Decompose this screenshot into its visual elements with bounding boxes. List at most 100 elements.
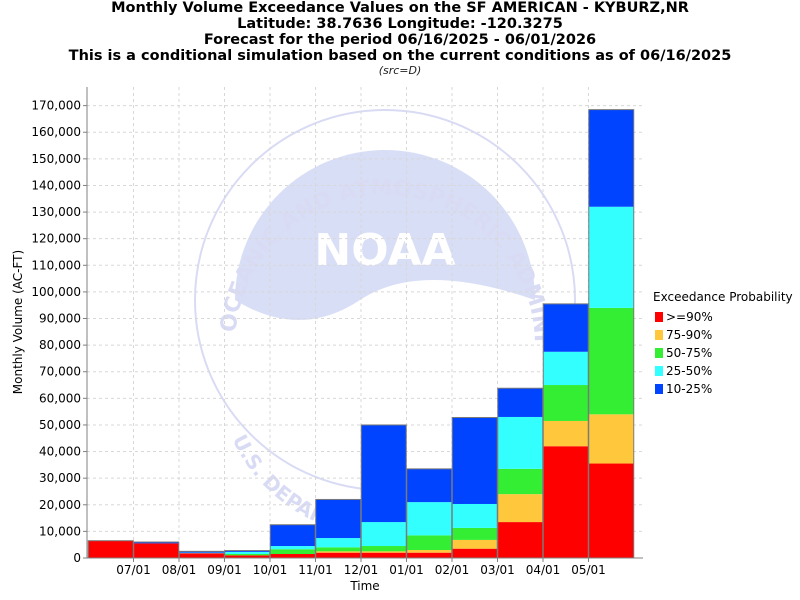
x-tick-label: 03/01 xyxy=(480,563,515,577)
x-tick-label: 09/01 xyxy=(207,563,242,577)
x-tick-label: 01/01 xyxy=(389,563,424,577)
y-tick-label: 0 xyxy=(73,551,81,565)
y-tick-label: 10,000 xyxy=(39,524,81,538)
y-tick-label: 40,000 xyxy=(39,445,81,459)
bar-segment xyxy=(361,546,407,552)
bar-segment xyxy=(406,552,452,558)
y-ticks: 0 10,000 20,000 30,000 40,000 50,000 60,000 70,… xyxy=(31,99,87,565)
y-tick-label: 90,000 xyxy=(39,312,81,326)
bar-segment xyxy=(452,539,498,549)
bar-segment xyxy=(497,388,543,417)
y-tick-label: 60,000 xyxy=(39,391,81,405)
x-tick-label: 04/01 xyxy=(526,563,561,577)
bar-segment xyxy=(224,555,270,558)
bar-segment xyxy=(88,540,134,558)
bar-segment xyxy=(270,554,316,558)
y-tick-label: 100,000 xyxy=(31,285,81,299)
bar-segment xyxy=(224,551,270,555)
bar-segment xyxy=(497,494,543,523)
bar-segment xyxy=(361,551,407,553)
bar-segment xyxy=(588,307,634,415)
bar-segment xyxy=(224,550,270,552)
bar-segment xyxy=(588,414,634,464)
legend-swatch xyxy=(655,348,663,358)
bar-segment xyxy=(452,503,498,528)
x-tick-label: 11/01 xyxy=(298,563,333,577)
bar-segment xyxy=(452,548,498,558)
axes xyxy=(86,87,643,559)
chart-title-line3: Forecast for the period 06/16/2025 - 06/… xyxy=(203,32,597,48)
bar-segment xyxy=(543,385,589,421)
chart-title-line2: Latitude: 38.7636 Longitude: -120.3275 xyxy=(237,16,563,32)
bar-segment xyxy=(452,527,498,540)
bar-segment xyxy=(361,552,407,558)
bar-segment xyxy=(406,468,452,503)
legend: Exceedance Probability >=90% 75-90% 50-75%… xyxy=(653,290,793,396)
chart-title-line4: This is a conditional simulation based o… xyxy=(68,48,732,64)
x-tick-label: 02/01 xyxy=(435,563,470,577)
bar-segment xyxy=(270,524,316,547)
y-axis-label: Monthly Volume (AC-FT) xyxy=(11,250,25,394)
y-tick-label: 130,000 xyxy=(31,205,81,219)
legend-label: 10-25% xyxy=(666,382,712,396)
bar-segment xyxy=(497,468,543,495)
bar-segment xyxy=(179,553,225,558)
bar-segment xyxy=(406,550,452,553)
source-note: (src=D) xyxy=(378,64,422,77)
bar-segment xyxy=(179,551,225,553)
bar-segment xyxy=(452,417,498,504)
legend-swatch xyxy=(655,384,663,394)
legend-swatch xyxy=(655,366,663,376)
x-tick-label: 07/01 xyxy=(116,563,151,577)
x-tick-label: 08/01 xyxy=(162,563,197,577)
bar-segment xyxy=(224,554,270,556)
bar-segment xyxy=(315,499,361,539)
bar-segment xyxy=(315,552,361,558)
bar-segment xyxy=(361,522,407,547)
y-tick-label: 80,000 xyxy=(39,338,81,352)
bar-segment xyxy=(315,547,361,552)
chart-title-line1: Monthly Volume Exceedance Values on the … xyxy=(111,0,689,16)
bar-segment xyxy=(588,109,634,207)
bar-segment xyxy=(179,552,225,554)
bar-segment xyxy=(315,551,361,553)
bar-segment xyxy=(133,542,179,544)
y-tick-label: 120,000 xyxy=(31,232,81,246)
x-ticks: 07/01 08/01 09/01 10/01 11/01 12/01 01/01 02/01… xyxy=(116,558,606,577)
y-tick-label: 20,000 xyxy=(39,498,81,512)
legend-swatch xyxy=(655,330,663,340)
bar-segment xyxy=(270,546,316,550)
bar-segment xyxy=(543,420,589,447)
y-tick-label: 50,000 xyxy=(39,418,81,432)
legend-label: 75-90% xyxy=(666,328,712,342)
bar-segment xyxy=(406,502,452,536)
y-tick-label: 150,000 xyxy=(31,152,81,166)
y-tick-label: 110,000 xyxy=(31,258,81,272)
watermark-logo-text: NOAA xyxy=(314,225,455,276)
bar-segment xyxy=(270,549,316,555)
x-tick-label: 10/01 xyxy=(253,563,288,577)
bar-segment xyxy=(406,535,452,551)
bar-segment xyxy=(588,463,634,558)
x-tick-label: 12/01 xyxy=(344,563,379,577)
bar-segment xyxy=(543,351,589,386)
bar-segment xyxy=(497,416,543,469)
stacked-bars xyxy=(87,109,635,559)
y-tick-label: 140,000 xyxy=(31,178,81,192)
legend-label: 25-50% xyxy=(666,364,712,378)
x-tick-label: 05/01 xyxy=(571,563,606,577)
y-tick-label: 170,000 xyxy=(31,99,81,113)
bar-segment xyxy=(133,543,179,558)
chart-titles: Monthly Volume Exceedance Values on the … xyxy=(0,0,800,78)
bar-segment xyxy=(361,424,407,523)
bar-segment xyxy=(497,522,543,558)
legend-label: 50-75% xyxy=(666,346,712,360)
bar-segment xyxy=(543,303,589,352)
legend-title: Exceedance Probability xyxy=(653,290,793,304)
y-tick-label: 70,000 xyxy=(39,365,81,379)
y-tick-label: 30,000 xyxy=(39,471,81,485)
bar-segment xyxy=(543,446,589,558)
x-axis-label: Time xyxy=(349,579,379,593)
legend-label: >=90% xyxy=(666,310,713,324)
